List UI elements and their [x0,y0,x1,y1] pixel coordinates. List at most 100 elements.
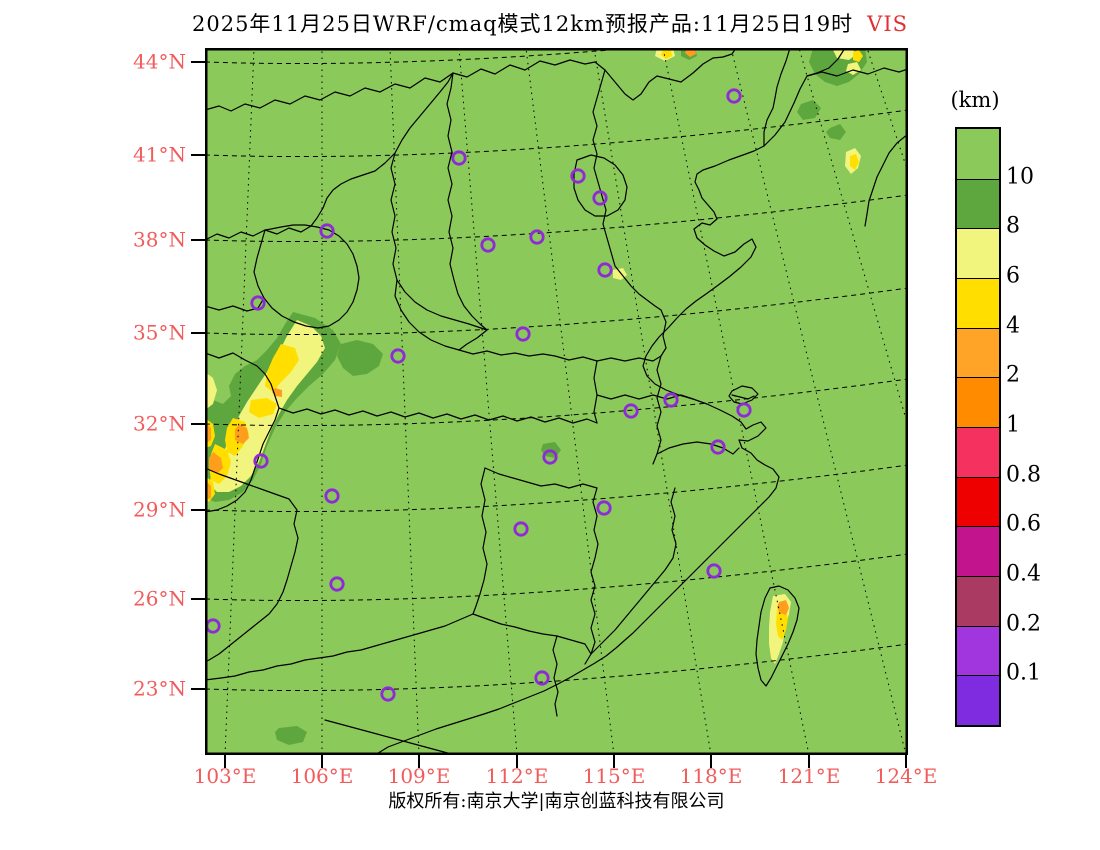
lat-tick-label: 26°N [133,586,186,611]
graticule-meridian [662,48,810,755]
colorbar-cell [957,377,999,427]
province-boundary [446,72,488,351]
city-marker [534,670,550,686]
province-boundary [472,613,592,655]
city-marker [253,453,269,469]
graticule-meridian [458,48,518,755]
graticule-parallel [205,287,908,336]
city-marker [596,500,612,516]
city-marker [663,392,679,408]
colorbar-tick-label: 0.1 [1006,660,1041,686]
lat-tick-label: 38°N [133,227,186,252]
province-boundary [278,407,598,424]
province-boundary [394,72,454,154]
map-border [205,48,908,755]
map-panel [205,48,908,755]
title-variable-tag: VIS [867,12,909,36]
lon-tick-mark [613,755,615,768]
city-marker [329,576,345,592]
colorbar-cell [957,129,999,179]
city-marker [542,449,558,465]
map-background [205,48,908,755]
province-boundary [660,309,667,357]
graticule-meridian [866,48,908,173]
page-title: 2025年11月25日WRF/cmaq模式12km预报产品:11月25日19时 V… [0,8,1100,38]
province-boundary [324,719,456,755]
lon-tick-label: 115°E [582,764,646,788]
colorbar-tick-label: 0.2 [1006,611,1041,637]
lon-tick-label: 121°E [777,764,841,788]
lat-tick-mark [191,154,205,156]
province-boundary [590,487,677,655]
visibility-patch-paleyellow [205,372,217,410]
visibility-patch-yellow [853,50,863,62]
graticule-parallel [205,464,908,513]
lon-tick-label: 109°E [387,764,451,788]
province-boundary [763,48,791,147]
lat-tick-label: 41°N [133,142,186,167]
city-marker [592,190,608,206]
province-boundary [552,635,559,717]
city-marker [529,229,545,245]
lat-tick-label: 32°N [133,411,186,436]
province-boundary [390,152,460,351]
visibility-patch-yellow [661,50,672,59]
colorbar-cell [957,476,999,527]
city-marker [570,168,586,184]
province-boundary [205,48,737,112]
visibility-patch-darkgreen [797,100,821,120]
lat-tick-mark [191,239,205,241]
province-boundary [205,152,396,241]
colorbar-cell [957,228,999,278]
province-boundary [573,154,628,217]
visibility-patch-yellow [249,398,277,418]
visibility-patch-orange [777,600,789,615]
province-boundary [374,145,780,755]
graticule-parallel [205,553,908,602]
lon-tick-label: 103°E [193,764,257,788]
lon-tick-label: 118°E [679,764,743,788]
lat-tick-mark [191,598,205,600]
province-boundary [205,352,280,513]
copyright-text: 版权所有:南京大学|南京创蓝科技有限公司 [388,791,725,812]
visibility-patch-darkgreen [809,48,867,86]
colorbar-tick-label: 2 [1006,362,1020,388]
lat-tick-label: 29°N [133,497,186,522]
province-boundary [864,133,908,227]
visibility-patch-darkgreen [275,726,307,745]
graticule-parallel [205,378,908,427]
colorbar-tick-label: 0.6 [1006,511,1041,537]
visibility-patch-yellow [265,344,299,392]
city-marker [480,237,496,253]
map-svg [205,48,908,755]
visibility-patch-yellow [776,608,788,640]
lat-tick-mark [191,423,205,425]
province-boundary [656,441,740,455]
lon-tick-mark [905,755,907,768]
lon-tick-label: 112°E [485,764,549,788]
province-boundary [253,224,360,329]
lat-tick-mark [191,688,205,690]
province-boundary [755,585,800,687]
graticule-parallel [205,109,908,158]
province-boundary [728,385,759,405]
province-boundary [596,394,694,400]
lat-tick-label: 44°N [133,49,186,74]
lat-tick-mark [191,61,205,63]
city-marker [250,295,266,311]
city-marker [380,686,396,702]
province-boundary [763,48,846,147]
city-marker [597,262,613,278]
city-marker [324,488,340,504]
province-boundary [806,67,908,77]
province-boundary [652,355,662,465]
lon-tick-label: 106°E [290,764,354,788]
province-boundary [205,297,265,312]
graticule-meridian [730,48,907,755]
colorbar-cell [957,675,999,725]
colorbar-cell [957,526,999,576]
colorbar-tick-label: 0.4 [1006,561,1041,587]
visibility-patch-orange [209,452,223,474]
lon-tick-mark [710,755,712,768]
